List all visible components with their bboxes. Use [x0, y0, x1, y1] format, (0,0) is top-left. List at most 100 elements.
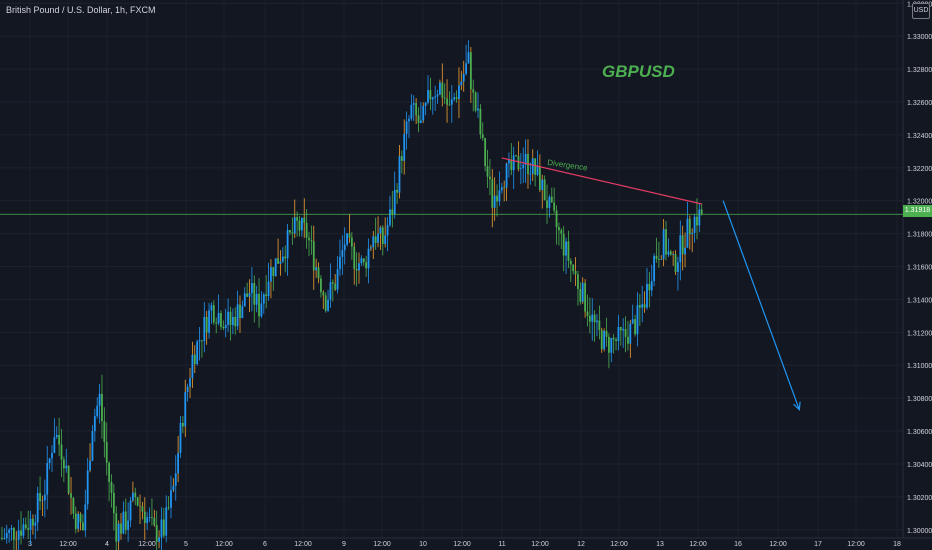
candle-body: [132, 492, 134, 501]
candle-body: [688, 218, 691, 235]
candle-body: [265, 294, 268, 297]
candle-body: [517, 156, 520, 170]
time-tick-label: 10: [419, 541, 427, 548]
candle-body: [643, 304, 646, 308]
candle-body: [172, 485, 175, 491]
time-tick-label: 5: [184, 541, 188, 548]
candle-body: [122, 511, 125, 534]
candle-body: [36, 493, 39, 523]
time-tick-label: 11: [498, 541, 505, 548]
candle-body: [636, 305, 639, 335]
candle-body: [679, 235, 682, 263]
time-tick-label: 9: [342, 541, 346, 548]
candle-body: [208, 310, 210, 333]
candle-body: [262, 294, 265, 304]
candle-body: [86, 470, 89, 505]
candle-body: [196, 341, 199, 365]
candle-body: [657, 258, 660, 260]
candle-body: [548, 196, 551, 208]
candle-body: [591, 314, 594, 322]
candle-body: [519, 168, 522, 170]
candle-body: [260, 303, 263, 317]
forecast-arrow[interactable]: [722, 200, 801, 411]
candle-body: [58, 434, 61, 445]
candle-body: [474, 92, 477, 111]
candle-body: [400, 156, 403, 161]
time-tick-label: 4: [105, 541, 109, 548]
candle-body: [550, 196, 553, 203]
candle-body: [93, 416, 96, 432]
candle-body: [205, 317, 208, 333]
candle-body: [193, 354, 196, 365]
candle-body: [648, 283, 651, 291]
candle-body: [5, 532, 8, 539]
candle-body: [691, 232, 694, 235]
candle-body: [34, 522, 37, 526]
candle-body: [370, 247, 372, 249]
candle-body: [117, 523, 120, 542]
candle-body: [251, 283, 253, 294]
candle-body: [291, 232, 294, 234]
candle-body: [536, 166, 539, 175]
candles: [1, 40, 703, 550]
time-tick-label: 16: [734, 541, 742, 548]
candle-body: [153, 517, 156, 526]
price-tick-label: 1.31000: [907, 363, 932, 370]
candle-body: [139, 505, 141, 507]
candle-body: [348, 233, 351, 238]
candle-body: [374, 236, 377, 243]
candle-body: [101, 393, 103, 422]
price-tick-label: 1.30800: [907, 396, 932, 403]
candle-body: [358, 263, 360, 271]
candle-body: [512, 155, 515, 171]
candle-body: [29, 518, 32, 530]
candle-body: [553, 202, 556, 211]
candle-body: [108, 462, 110, 482]
candle-body: [567, 241, 570, 261]
candle-body: [246, 293, 249, 297]
symbol-annotation: GBPUSD: [602, 62, 675, 81]
candle-body: [27, 528, 30, 530]
candle-body: [151, 517, 153, 518]
currency-badge[interactable]: USD: [912, 3, 930, 19]
candle-body: [596, 320, 598, 323]
candle-body: [605, 330, 608, 337]
candle-body: [415, 103, 418, 116]
candle-body: [629, 323, 632, 344]
time-axis[interactable]: 3 12:00 4 12:00 5 12:00 6 12:00 9 12:00 10 12:00 11 1…: [28, 541, 901, 548]
price-tick-label: 1.32400: [907, 133, 932, 140]
time-tick-label: 12:00: [689, 541, 707, 548]
price-axis[interactable]: 1.332001.330001.328001.326001.324001.322…: [907, 1, 932, 534]
time-tick-label: 6: [263, 541, 267, 548]
candle-body: [343, 244, 346, 251]
price-tick-label: 1.30000: [907, 528, 932, 535]
candle-body: [353, 246, 356, 269]
candle-body: [524, 153, 527, 165]
candle-body: [403, 133, 406, 161]
candle-body: [284, 256, 287, 259]
candle-body: [346, 233, 348, 245]
candle-body: [634, 319, 636, 335]
divergence-trendline[interactable]: [501, 157, 702, 205]
time-tick-label: 12:00: [769, 541, 787, 548]
current-price-tag: 1.31918: [903, 205, 932, 217]
candle-body: [327, 299, 329, 311]
candle-body: [546, 200, 548, 208]
candle-body: [155, 525, 158, 542]
candle-body: [46, 463, 49, 495]
candle-body: [91, 431, 94, 461]
time-tick-label: 12:00: [373, 541, 391, 548]
candle-body: [53, 437, 56, 453]
candle-body: [48, 458, 51, 464]
candle-body: [581, 282, 584, 302]
candle-body: [167, 507, 170, 509]
candle-body: [610, 337, 613, 353]
candle-body: [170, 490, 172, 508]
time-tick-label: 12:00: [847, 541, 865, 548]
candle-body: [496, 195, 498, 202]
candle-body: [534, 158, 537, 175]
candle-body: [24, 524, 27, 529]
candle-body: [560, 230, 563, 234]
time-tick-label: 17: [814, 541, 822, 548]
